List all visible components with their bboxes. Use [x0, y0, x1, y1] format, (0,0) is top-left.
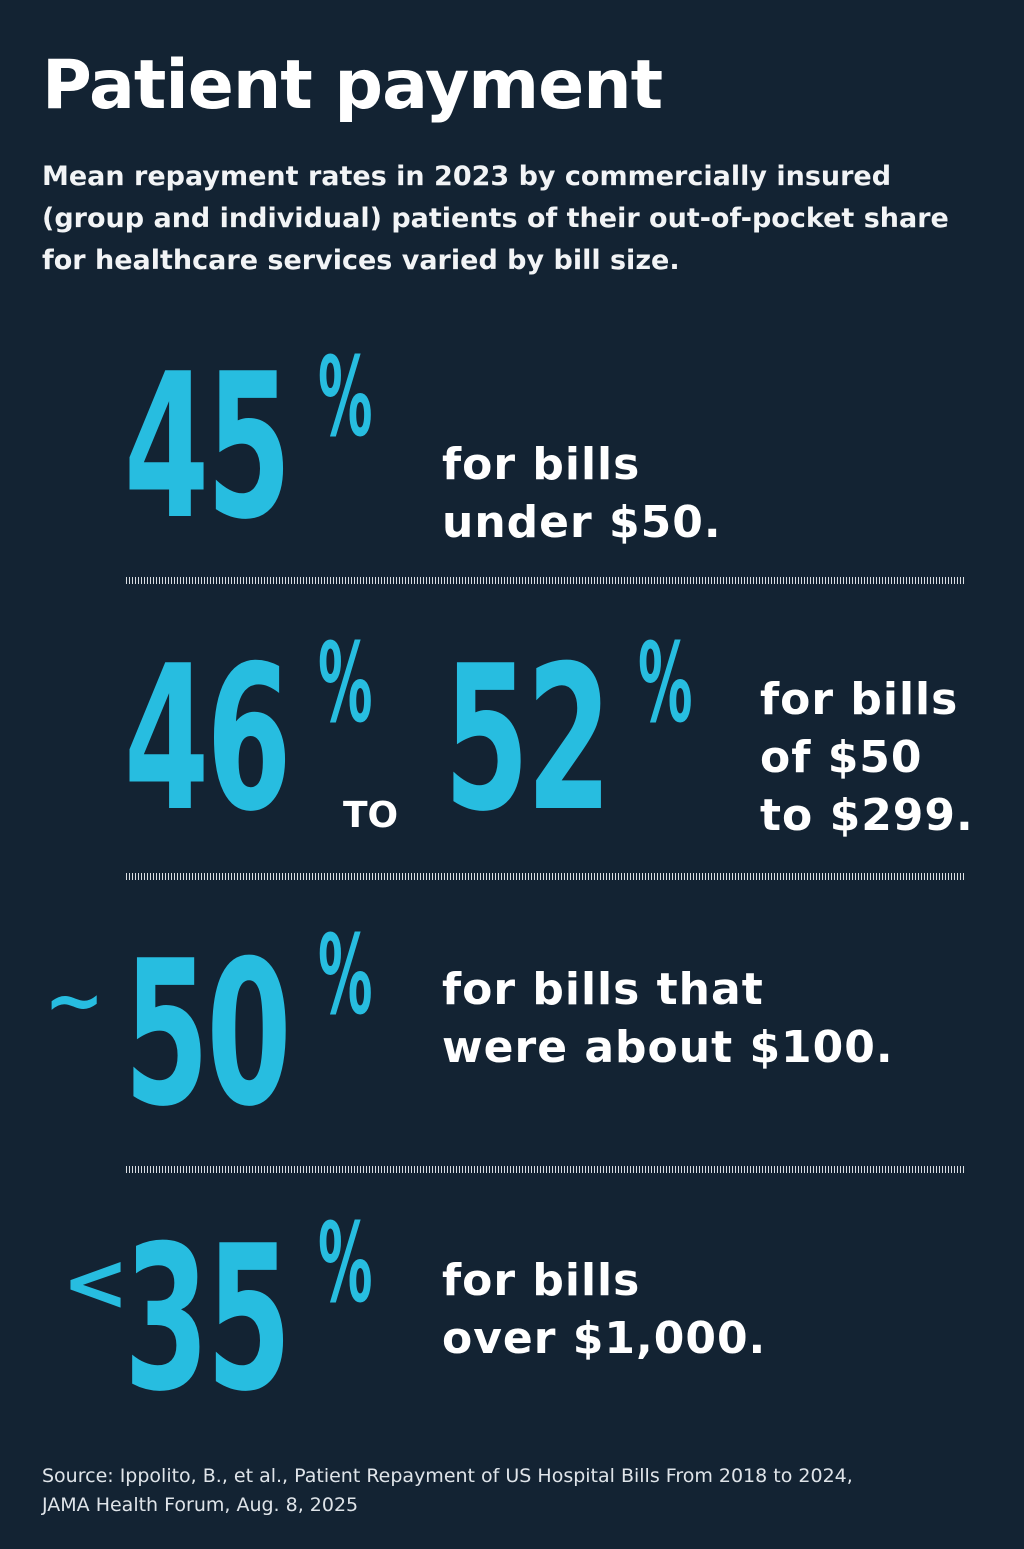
stat-number: 50 — [124, 918, 292, 1151]
description-line: over $1,000. — [442, 1313, 767, 1364]
stat-row-3-unit: % — [318, 920, 417, 1030]
stat-row-2-description: for bills of $50 to $299. — [760, 671, 974, 845]
percent-sign: % — [318, 619, 373, 747]
percent-sign: % — [318, 333, 373, 461]
percent-sign: % — [318, 1199, 373, 1327]
less-than-prefix: < — [62, 1236, 130, 1329]
stat-number: 52 — [444, 623, 612, 856]
range-connector: TO — [343, 795, 399, 836]
divider — [126, 1166, 966, 1173]
description-line: for bills that — [442, 964, 764, 1015]
description-line: for bills — [442, 1255, 641, 1306]
stat-row-1-value: 45 — [124, 348, 366, 548]
description-line: for bills — [760, 674, 959, 725]
source-line: JAMA Health Forum, Aug. 8, 2025 — [42, 1494, 359, 1516]
source-line: Source: Ippolito, B., et al., Patient Re… — [42, 1465, 853, 1487]
stat-row-3-value: 50 — [124, 935, 366, 1135]
stat-row-2-range-value: 52 — [444, 640, 686, 840]
divider — [126, 577, 966, 584]
divider — [126, 873, 966, 880]
percent-sign: % — [638, 619, 693, 747]
description-line: for bills — [442, 439, 641, 490]
stat-row-2-unit: % — [318, 628, 417, 738]
stat-number: 35 — [124, 1203, 292, 1436]
stat-row-2-value: 46 — [124, 640, 366, 840]
stat-row-4-unit: % — [318, 1208, 417, 1318]
approx-prefix: ~ — [44, 958, 105, 1042]
stat-number: 46 — [124, 623, 292, 856]
stat-row-1-unit: % — [318, 342, 417, 452]
stat-row-3-description: for bills that were about $100. — [442, 961, 894, 1077]
subtitle: Mean repayment rates in 2023 by commerci… — [42, 161, 949, 276]
stat-row-4-value: 35 — [124, 1220, 366, 1420]
description-line: of $50 — [760, 732, 923, 783]
stat-number: 45 — [124, 331, 292, 564]
description-line: to $299. — [760, 790, 974, 841]
description-line: were about $100. — [442, 1022, 894, 1073]
stat-row-1-description: for bills under $50. — [442, 436, 722, 552]
description-line: under $50. — [442, 497, 722, 548]
source-citation: Source: Ippolito, B., et al., Patient Re… — [42, 1462, 853, 1520]
percent-sign: % — [318, 911, 373, 1039]
stat-row-4-description: for bills over $1,000. — [442, 1252, 766, 1368]
stat-row-2-range-unit: % — [638, 628, 737, 738]
page-title: Patient payment — [42, 46, 663, 125]
